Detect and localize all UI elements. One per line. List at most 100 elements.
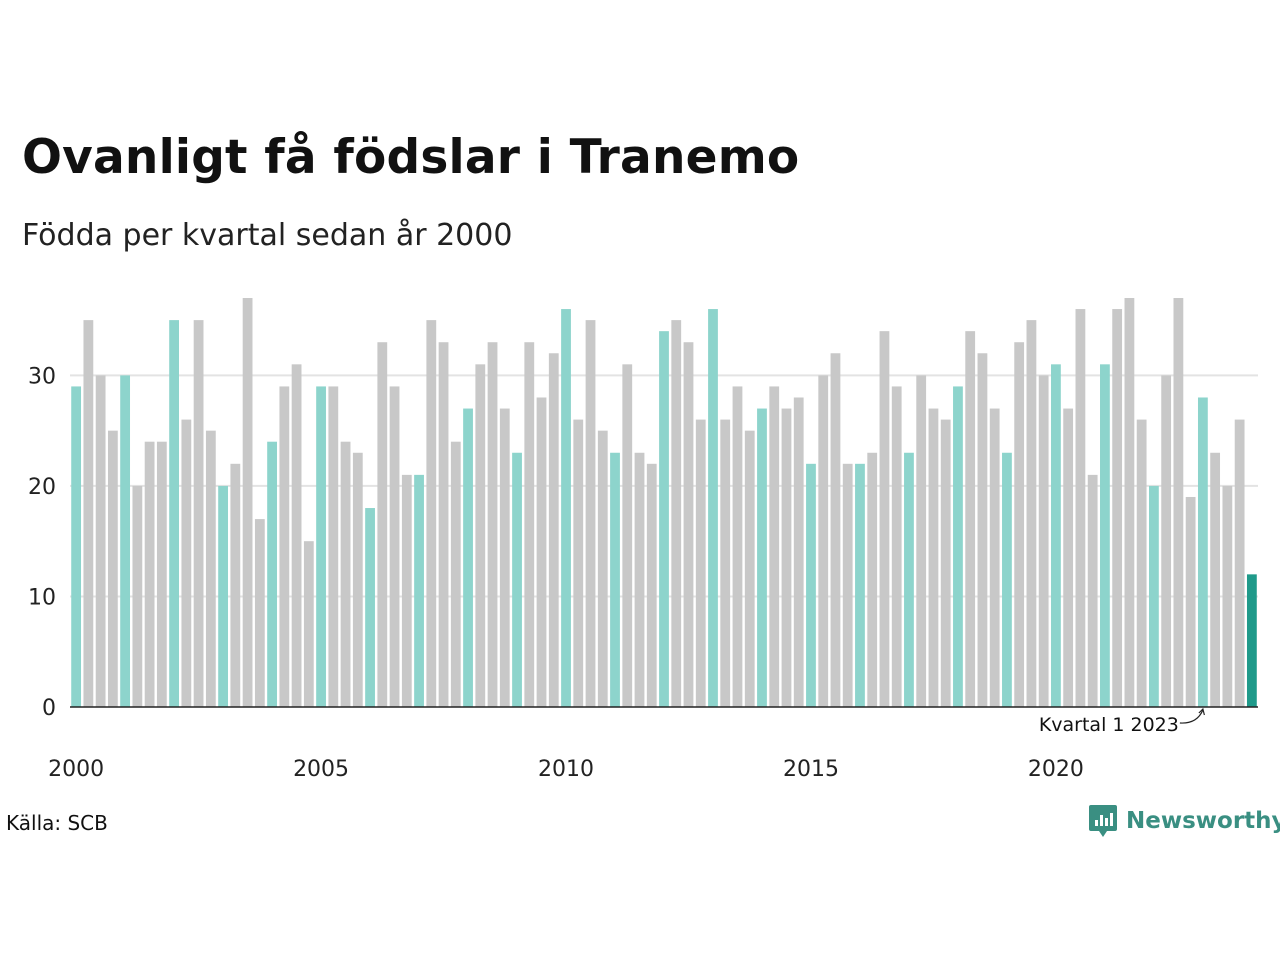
bar	[1002, 452, 1012, 707]
bar	[1014, 342, 1025, 707]
bar	[1197, 397, 1208, 707]
chart-subtitle: Födda per kvartal sedan år 2000	[22, 218, 513, 253]
bar	[205, 430, 216, 707]
x-tick-label: 2010	[538, 757, 594, 782]
bar	[218, 485, 228, 707]
bar	[793, 397, 804, 707]
bar	[610, 452, 620, 707]
bar	[414, 474, 424, 707]
bar	[916, 375, 927, 707]
x-tick-label: 2015	[783, 757, 839, 782]
source-note: Källa: SCB	[6, 811, 108, 835]
y-tick-label: 20	[28, 475, 56, 500]
bar	[389, 386, 400, 707]
bar	[156, 441, 167, 707]
annotation-label: Kvartal 1 2023	[1039, 714, 1179, 736]
bar	[781, 408, 792, 707]
chart-title: Ovanligt få födslar i Tranemo	[22, 130, 800, 185]
bar	[671, 320, 682, 707]
bar	[401, 474, 412, 707]
bar	[1124, 298, 1135, 707]
x-tick-label: 2005	[293, 757, 349, 782]
annotation-arrow	[1179, 709, 1204, 724]
bar	[230, 463, 241, 707]
bar	[377, 342, 388, 707]
bar	[1161, 375, 1172, 707]
y-tick-label: 30	[28, 364, 56, 389]
bar	[708, 309, 718, 707]
x-tick-label: 2020	[1028, 757, 1084, 782]
bar	[1038, 375, 1049, 707]
bar	[1100, 364, 1110, 707]
bar	[1063, 408, 1074, 707]
bar	[291, 364, 302, 707]
bar	[965, 331, 976, 707]
newsworthy-icon	[1089, 805, 1117, 837]
bar	[634, 452, 645, 707]
bar	[977, 353, 988, 707]
x-tick-label: 2000	[48, 757, 104, 782]
bar	[181, 419, 192, 707]
bar	[242, 298, 253, 707]
bar	[71, 386, 82, 707]
bar	[316, 386, 326, 707]
bar	[989, 408, 1000, 707]
bar	[463, 408, 473, 707]
bar	[953, 386, 963, 707]
bar	[830, 353, 841, 707]
bar	[561, 309, 571, 707]
bar	[1222, 485, 1233, 707]
bar	[1148, 485, 1159, 707]
brand-name: Newsworthy	[1126, 808, 1280, 834]
bar	[512, 452, 522, 707]
bar	[928, 408, 939, 707]
bar	[548, 353, 559, 707]
bar	[1051, 364, 1061, 707]
bar	[744, 430, 755, 707]
bar	[254, 519, 265, 707]
y-tick-label: 0	[42, 696, 56, 721]
bar	[1136, 419, 1147, 707]
bar	[426, 320, 437, 707]
bar	[867, 452, 878, 707]
bar	[1026, 320, 1037, 707]
bar	[879, 331, 890, 707]
bar	[646, 463, 657, 707]
bar	[1185, 496, 1196, 707]
bar	[340, 441, 351, 707]
bar	[891, 386, 902, 707]
bar	[855, 463, 865, 707]
bar	[536, 397, 547, 707]
bar	[1087, 474, 1098, 707]
bar	[524, 342, 535, 707]
bar	[695, 419, 706, 707]
y-tick-label: 10	[28, 585, 56, 610]
bar	[757, 408, 767, 707]
bar	[438, 342, 449, 707]
bar	[279, 386, 290, 707]
bar	[83, 320, 94, 707]
bar	[328, 386, 339, 707]
bar	[1075, 309, 1086, 707]
bar	[120, 375, 131, 707]
bar	[720, 419, 731, 707]
bar	[683, 342, 694, 707]
bar	[267, 441, 277, 707]
bar	[499, 408, 510, 707]
bar	[940, 419, 951, 707]
bar	[806, 463, 816, 707]
bar	[365, 508, 375, 707]
bar	[352, 452, 363, 707]
bar	[1173, 298, 1184, 707]
bar	[144, 441, 155, 707]
bar	[842, 463, 853, 707]
bar-chart: 0 10 20 30 2000 2005 2010 2015 2020 Kvartal 1 202…	[28, 298, 1258, 782]
brand-logo: Newsworthy	[1088, 803, 1280, 839]
bar	[904, 452, 914, 707]
bar	[1234, 419, 1245, 707]
bar	[450, 441, 461, 707]
bar	[732, 386, 743, 707]
bar	[769, 386, 780, 707]
bar	[1246, 574, 1257, 707]
bar	[573, 419, 584, 707]
